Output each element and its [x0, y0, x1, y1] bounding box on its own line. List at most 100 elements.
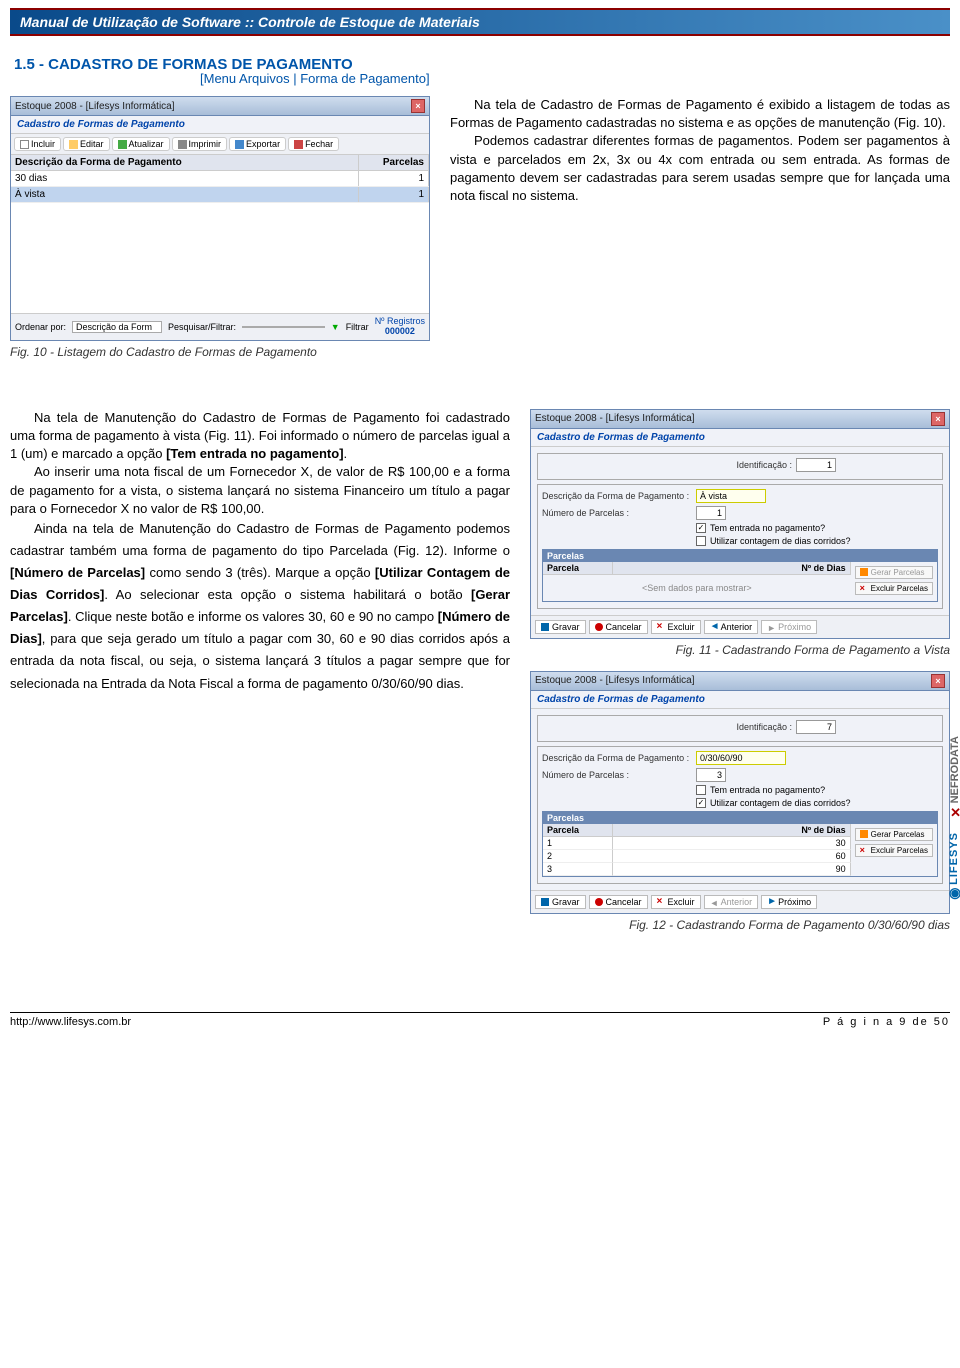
col-dias: Nº de Dias — [613, 824, 851, 836]
prev-icon: ◄ — [710, 623, 718, 631]
x-icon: × — [860, 584, 868, 592]
col-parcela: Parcela — [543, 562, 613, 574]
cb-entrada-label: Tem entrada no pagamento? — [710, 523, 825, 533]
cancel-icon — [595, 898, 603, 906]
cb-entrada-label: Tem entrada no pagamento? — [710, 785, 825, 795]
filter-icon[interactable]: ▼ — [331, 322, 340, 332]
excluir-button[interactable]: ×Excluir — [651, 895, 701, 909]
cancelar-button[interactable]: Cancelar — [589, 620, 648, 634]
delete-icon: × — [657, 898, 665, 906]
side-logos: ✕NEFRODATA ◉LIFESYS — [946, 736, 960, 902]
cb-dias[interactable] — [696, 536, 706, 546]
window-subtitle: Cadastro de Formas de Pagamento — [531, 429, 949, 447]
table-row[interactable]: 390 — [543, 863, 851, 876]
cancelar-button[interactable]: Cancelar — [589, 895, 648, 909]
ordenar-label: Ordenar por: — [15, 322, 66, 332]
pesquisar-input[interactable] — [242, 326, 325, 328]
export-icon — [235, 140, 244, 149]
parcelas-title: Parcelas — [543, 550, 937, 562]
section-subtitle: [Menu Arquivos | Forma de Pagamento] — [200, 71, 950, 86]
gravar-button[interactable]: Gravar — [535, 895, 586, 909]
desc-field[interactable]: À vista — [696, 489, 766, 503]
window-list: Estoque 2008 - [Lifesys Informática] × C… — [10, 96, 430, 341]
save-icon — [541, 898, 549, 906]
atualizar-button[interactable]: Atualizar — [112, 137, 170, 151]
window-titlebar: Estoque 2008 - [Lifesys Informática] × — [531, 672, 949, 691]
x-icon: × — [860, 846, 868, 854]
window-subtitle: Cadastro de Formas de Pagamento — [531, 691, 949, 709]
close-icon[interactable]: × — [411, 99, 425, 113]
imprimir-button[interactable]: Imprimir — [172, 137, 228, 151]
cb-dias[interactable]: ✓ — [696, 798, 706, 808]
refresh-icon — [118, 140, 127, 149]
ordenar-select[interactable]: Descrição da Form — [72, 321, 162, 333]
gerar-parcelas-button[interactable]: Gerar Parcelas — [855, 566, 933, 579]
excluir-button[interactable]: ×Excluir — [651, 620, 701, 634]
editar-button[interactable]: Editar — [63, 137, 110, 151]
fig10-caption: Fig. 10 - Listagem do Cadastro de Formas… — [10, 345, 430, 359]
prev-icon: ◄ — [710, 898, 718, 906]
excluir-parcelas-button[interactable]: ×Excluir Parcelas — [855, 582, 933, 595]
excluir-parcelas-button[interactable]: ×Excluir Parcelas — [855, 844, 933, 857]
proximo-button[interactable]: ►Próximo — [761, 895, 817, 909]
edit-icon — [69, 140, 78, 149]
fechar-button[interactable]: Fechar — [288, 137, 339, 151]
cb-entrada[interactable]: ✓ — [696, 523, 706, 533]
filtrar-label: Filtrar — [346, 322, 369, 332]
grid-header: Descrição da Forma de Pagamento Parcelas — [11, 155, 429, 171]
table-row[interactable]: 260 — [543, 850, 851, 863]
toolbar: Incluir Editar Atualizar Imprimir Export… — [11, 134, 429, 155]
nefrodata-logo: ✕NEFRODATA — [947, 736, 960, 818]
col-parcelas: Parcelas — [359, 155, 429, 170]
desc-label: Descrição da Forma de Pagamento : — [542, 753, 692, 763]
record-count: Nº Registros 000002 — [375, 317, 425, 337]
print-icon — [178, 140, 187, 149]
desc-field[interactable]: 0/30/60/90 — [696, 751, 786, 765]
anterior-button[interactable]: ◄Anterior — [704, 620, 759, 634]
pesquisar-label: Pesquisar/Filtrar: — [168, 322, 236, 332]
next-icon: ► — [767, 623, 775, 631]
window-subtitle: Cadastro de Formas de Pagamento — [11, 116, 429, 134]
parcelas-title: Parcelas — [543, 812, 937, 824]
desc-label: Descrição da Forma de Pagamento : — [542, 491, 692, 501]
no-data-label: <Sem dados para mostrar> — [543, 575, 851, 601]
ident-label: Identificação : — [542, 722, 792, 732]
exportar-button[interactable]: Exportar — [229, 137, 286, 151]
save-icon — [541, 623, 549, 631]
cb-entrada[interactable] — [696, 785, 706, 795]
window-form-b: Estoque 2008 - [Lifesys Informática] × C… — [530, 671, 950, 914]
lightning-icon — [860, 568, 868, 576]
col-desc: Descrição da Forma de Pagamento — [11, 155, 359, 170]
body-text-2: Na tela de Manutenção do Cadastro de For… — [10, 409, 510, 695]
ident-label: Identificação : — [542, 460, 792, 470]
gravar-button[interactable]: Gravar — [535, 620, 586, 634]
incluir-button[interactable]: Incluir — [14, 137, 61, 151]
col-dias: Nº de Dias — [613, 562, 851, 574]
col-parcela: Parcela — [543, 824, 613, 836]
close-toolbar-icon — [294, 140, 303, 149]
close-icon[interactable]: × — [931, 412, 945, 426]
page-header: Manual de Utilização de Software :: Cont… — [10, 8, 950, 36]
num-parc-field[interactable]: 1 — [696, 506, 726, 520]
window-title: Estoque 2008 - [Lifesys Informática] — [15, 101, 175, 112]
new-icon — [20, 140, 29, 149]
body-text-1: Na tela de Cadastro de Formas de Pagamen… — [450, 96, 950, 205]
window-form-a: Estoque 2008 - [Lifesys Informática] × C… — [530, 409, 950, 639]
table-row[interactable]: 130 — [543, 837, 851, 850]
ident-field[interactable]: 1 — [796, 458, 836, 472]
page-number: P á g i n a 9 de 50 — [823, 1016, 950, 1028]
grid-row[interactable]: 30 dias 1 — [11, 171, 429, 187]
header-title: Manual de Utilização de Software :: Cont… — [20, 14, 480, 30]
grid-row[interactable]: À vista 1 — [11, 187, 429, 203]
lightning-icon — [860, 830, 868, 838]
num-parc-label: Número de Parcelas : — [542, 508, 692, 518]
num-parc-field[interactable]: 3 — [696, 768, 726, 782]
proximo-button[interactable]: ►Próximo — [761, 620, 817, 634]
delete-icon: × — [657, 623, 665, 631]
ident-field[interactable]: 7 — [796, 720, 836, 734]
gerar-parcelas-button[interactable]: Gerar Parcelas — [855, 828, 933, 841]
page-footer: http://www.lifesys.com.br P á g i n a 9 … — [10, 1012, 950, 1028]
anterior-button[interactable]: ◄Anterior — [704, 895, 759, 909]
fig11-caption: Fig. 11 - Cadastrando Forma de Pagamento… — [530, 643, 950, 657]
close-icon[interactable]: × — [931, 674, 945, 688]
